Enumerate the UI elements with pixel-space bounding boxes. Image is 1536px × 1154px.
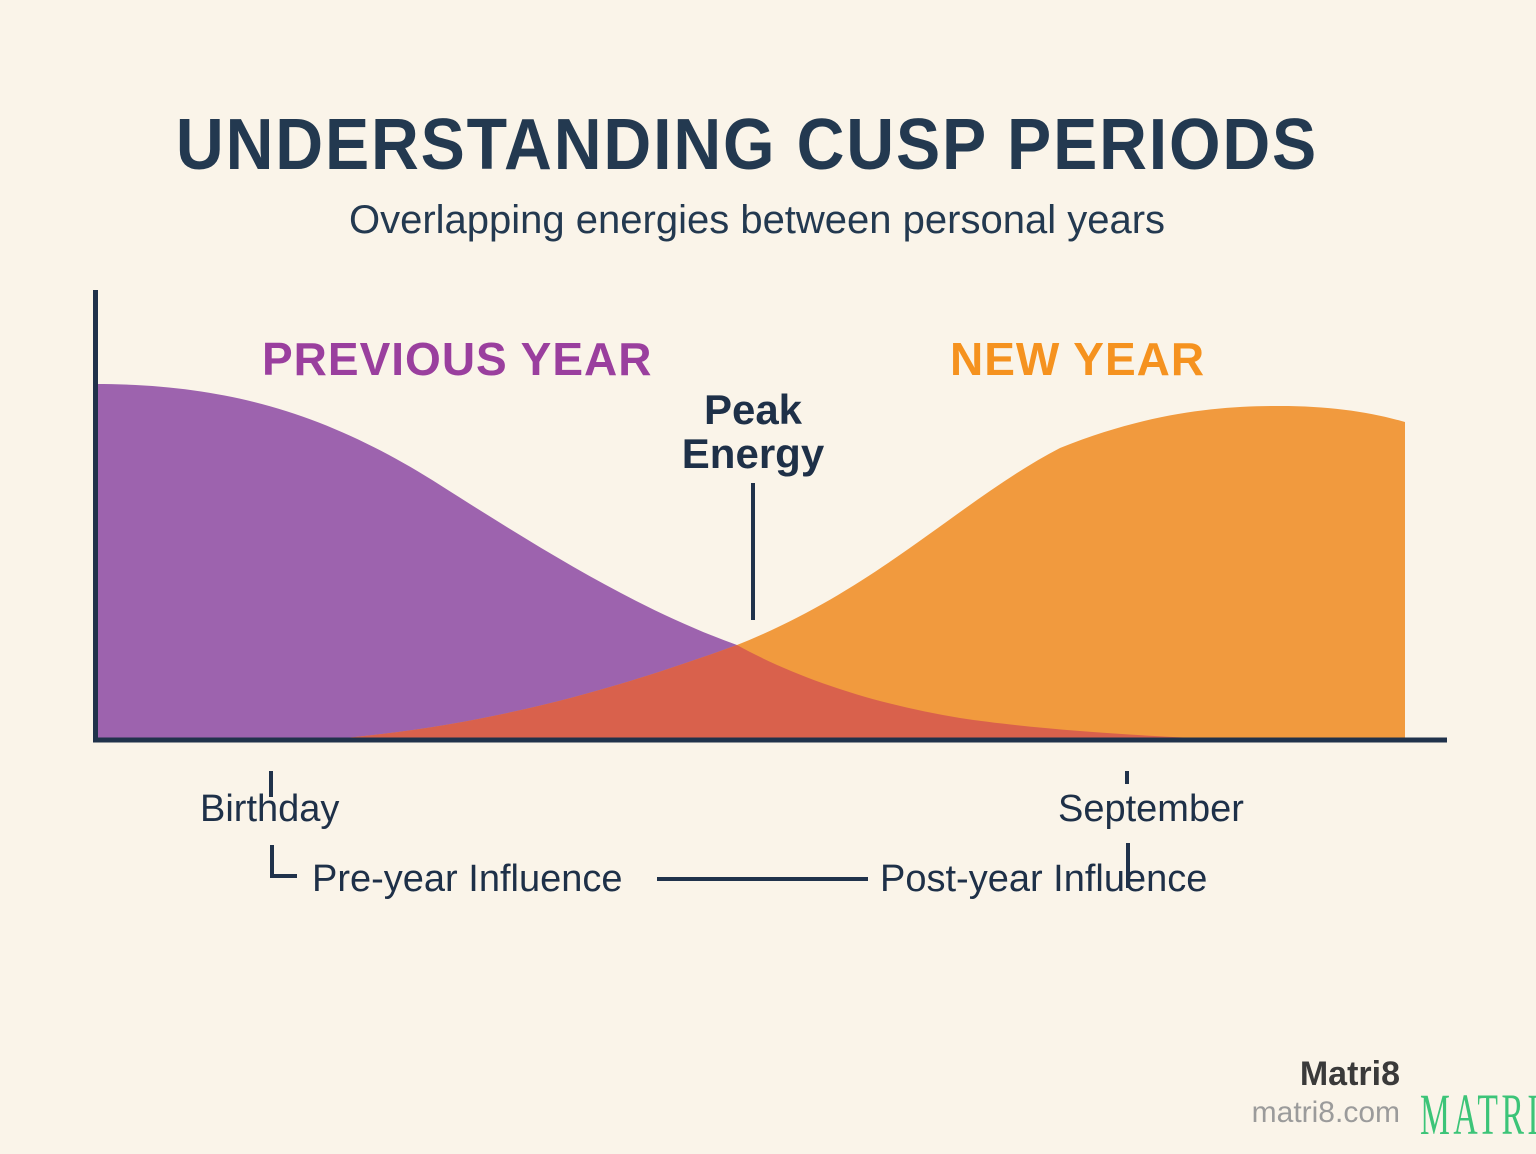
brand-name: Matri8 — [1299, 1055, 1400, 1093]
page-subtitle: Overlapping energies between personal ye… — [348, 198, 1166, 242]
brand-website: matri8.com — [1251, 1096, 1400, 1129]
previous-year-area — [95, 384, 1250, 740]
peak-energy-label: Peak Energy — [681, 386, 825, 478]
previous-year-label: PREVIOUS YEAR — [262, 333, 653, 385]
pre-year-influence-label: Pre-year Influence — [312, 858, 623, 900]
post-year-influence-label: Post-year Influence — [880, 858, 1208, 900]
new-year-label: NEW YEAR — [950, 333, 1206, 385]
overlap-area — [335, 645, 1250, 740]
new-year-area — [335, 406, 1405, 740]
page-title: UNDERSTANDING CUSP PERIODS — [175, 105, 1319, 185]
brand-logo-letters: MATRI — [1420, 1082, 1536, 1147]
brand-logo: MATRI8 — [1420, 1058, 1536, 1154]
birthday-tick-label: Birthday — [200, 788, 340, 830]
pre-year-bracket — [270, 845, 297, 878]
september-tick-label: September — [1058, 788, 1244, 830]
